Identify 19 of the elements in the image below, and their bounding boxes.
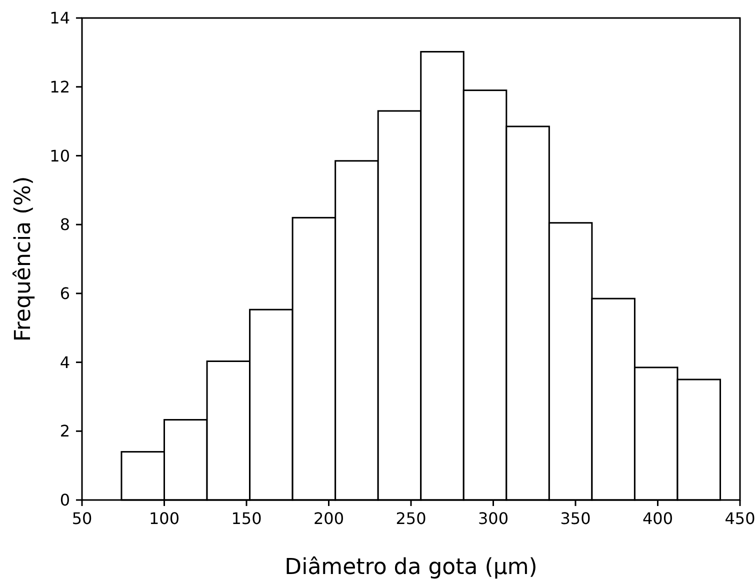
x-tick-label: 300 bbox=[478, 509, 509, 528]
x-tick-label: 50 bbox=[72, 509, 92, 528]
y-tick-label: 2 bbox=[60, 422, 70, 441]
x-tick-label: 100 bbox=[148, 509, 180, 528]
y-tick-label: 4 bbox=[60, 352, 70, 372]
y-tick-label: 6 bbox=[60, 284, 70, 304]
y-tick-label: 10 bbox=[50, 146, 70, 166]
x-tick-label: 400 bbox=[642, 509, 674, 528]
x-tick-label: 200 bbox=[313, 509, 344, 528]
y-tick-label: 14 bbox=[50, 8, 70, 28]
x-tick-label: 150 bbox=[231, 509, 262, 528]
y-tick-label: 8 bbox=[60, 215, 70, 234]
x-tick-label: 450 bbox=[724, 509, 756, 528]
y-tick-label: 12 bbox=[50, 77, 70, 96]
x-axis-title: Diâmetro da gota (µm) bbox=[284, 555, 538, 580]
x-tick-label: 350 bbox=[560, 509, 591, 528]
y-tick-label: 0 bbox=[60, 490, 70, 510]
x-tick-label: 250 bbox=[396, 509, 426, 528]
y-axis-title: Frequência (%) bbox=[11, 176, 36, 342]
